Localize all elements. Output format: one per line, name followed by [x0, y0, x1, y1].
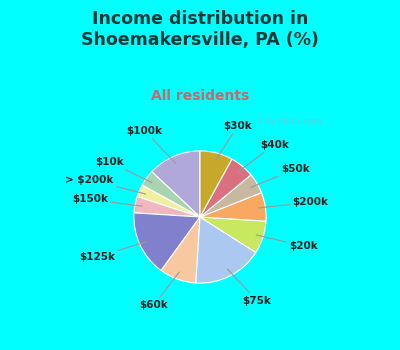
Text: $10k: $10k: [95, 157, 152, 183]
Wedge shape: [134, 197, 200, 217]
Wedge shape: [137, 185, 200, 217]
Text: $125k: $125k: [79, 242, 146, 262]
Wedge shape: [196, 217, 256, 283]
Wedge shape: [134, 213, 200, 271]
Wedge shape: [161, 217, 200, 283]
Text: $60k: $60k: [140, 272, 179, 310]
Wedge shape: [142, 172, 200, 217]
Text: $75k: $75k: [228, 269, 272, 306]
Text: $150k: $150k: [72, 194, 142, 206]
Text: $40k: $40k: [238, 140, 289, 172]
Text: $100k: $100k: [127, 126, 176, 163]
Text: $20k: $20k: [256, 235, 318, 251]
Text: $30k: $30k: [216, 121, 252, 160]
Wedge shape: [200, 193, 266, 221]
Wedge shape: [152, 151, 200, 217]
Wedge shape: [200, 175, 262, 217]
Wedge shape: [200, 151, 232, 217]
Text: Income distribution in
Shoemakersville, PA (%): Income distribution in Shoemakersville, …: [81, 10, 319, 49]
Wedge shape: [200, 217, 266, 252]
Text: City-Data.com: City-Data.com: [259, 117, 323, 126]
Text: $200k: $200k: [258, 197, 329, 208]
Text: > $200k: > $200k: [66, 175, 146, 194]
Text: $50k: $50k: [251, 164, 310, 187]
Text: All residents: All residents: [151, 89, 249, 103]
Wedge shape: [200, 159, 251, 217]
